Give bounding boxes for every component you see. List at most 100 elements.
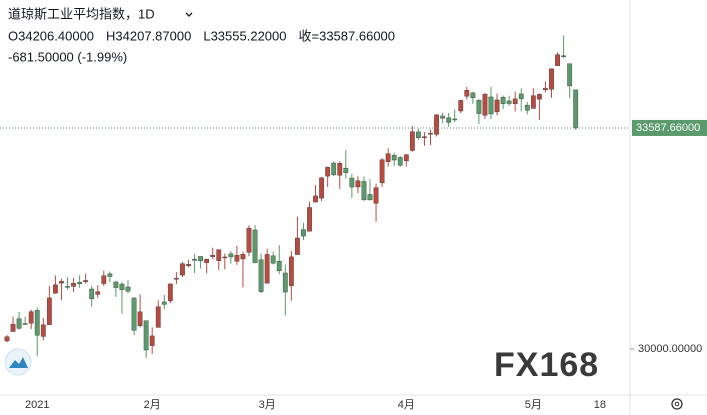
candle-body [119, 283, 125, 291]
candle-body [264, 254, 270, 284]
candle-body [216, 249, 222, 261]
candle-body [65, 286, 70, 288]
candle-body [180, 263, 185, 276]
candle-body [77, 281, 83, 284]
candle-body [276, 261, 282, 271]
candle-body [252, 229, 258, 263]
candle-body [34, 310, 40, 336]
candle-body [567, 63, 573, 87]
candle-body [143, 320, 149, 351]
chart-title: 道琼斯工业平均指数，1D [8, 6, 155, 21]
ohlc-legend: O34206.40000 H34207.87000 L33555.22000 收=33… [8, 28, 395, 43]
x-tick-label: 3月 [259, 399, 276, 411]
candle-body [59, 281, 64, 284]
ohlc-label: O34206.40000 [8, 28, 94, 43]
candle-body [452, 118, 458, 121]
candle-body [295, 237, 300, 255]
candle-body [301, 229, 306, 237]
candle-body [240, 254, 246, 260]
candle-body [373, 187, 379, 204]
ohlc-label: L33555.22000 [203, 28, 286, 43]
x-tick-label: 2月 [144, 399, 161, 411]
candle-body [446, 117, 452, 123]
candle-body [440, 115, 445, 119]
x-tick-label: 5月 [525, 399, 542, 411]
candle-body [282, 272, 288, 293]
candle-body [149, 335, 155, 346]
candle-body [204, 258, 210, 263]
candle-body [416, 131, 421, 138]
change-label: -681.50000 (-1.99%) [8, 49, 127, 64]
candle-body [385, 153, 391, 162]
candle-body [543, 88, 548, 91]
candle-body [530, 95, 536, 109]
candle-body [53, 284, 58, 294]
candle-body [155, 306, 161, 328]
candle-body [512, 98, 518, 104]
candle-body [367, 194, 373, 201]
candle-body [107, 273, 113, 277]
candle-body [397, 157, 403, 166]
candle-body [488, 96, 494, 115]
candle-body [349, 177, 355, 188]
candle-body [46, 297, 52, 325]
candle-body [89, 288, 95, 300]
candle-body [83, 280, 89, 283]
candle-body [101, 275, 107, 284]
candle-body [210, 254, 216, 257]
candle-body [186, 264, 191, 266]
last-price-label: 33587.66000 [636, 122, 700, 134]
candle-body [192, 258, 197, 261]
dropdown-icon[interactable] [185, 12, 193, 17]
candle-body [16, 318, 22, 329]
candle-body [40, 324, 46, 337]
candle-body [173, 278, 179, 280]
candle-body [391, 155, 397, 161]
candle-body [113, 281, 119, 288]
candle-body [403, 154, 409, 162]
candle-body [71, 282, 76, 287]
candle-body [506, 100, 512, 104]
candle-body [28, 311, 34, 324]
candle-body [476, 99, 482, 114]
candle-body [537, 94, 542, 100]
candle-body [428, 132, 433, 135]
candle-body [337, 163, 343, 176]
candle-body [458, 100, 464, 112]
last-price-box [632, 119, 707, 136]
candle-body [222, 256, 228, 259]
candle-body [524, 104, 530, 111]
candle-body [270, 255, 276, 264]
x-tick-label: 2021 [25, 399, 49, 411]
candle-body [409, 131, 415, 151]
candle-body [549, 68, 554, 90]
watermark: FX168 [494, 346, 599, 384]
candle-body [379, 159, 385, 184]
candle-body [343, 167, 349, 173]
candle-body [470, 92, 476, 98]
candle-body [434, 114, 439, 135]
candles [4, 35, 579, 358]
candle-body [161, 301, 167, 305]
candle-body [325, 166, 331, 177]
candle-body [494, 99, 500, 113]
x-tick-label: 4月 [398, 399, 415, 411]
candle-body [361, 181, 367, 200]
candle-body [22, 323, 28, 325]
candle-body [95, 291, 101, 295]
candle-body [198, 256, 203, 262]
candle-body [313, 195, 318, 203]
logo [4, 348, 32, 376]
candle-body [4, 336, 10, 342]
candle-body [258, 259, 264, 292]
candle-body [10, 323, 16, 332]
candle-body [573, 89, 579, 129]
candle-body [355, 180, 361, 188]
candle-body [307, 207, 312, 232]
candle-body [422, 136, 427, 138]
candle-body [331, 162, 337, 176]
settings-icon[interactable] [671, 398, 683, 410]
ohlc-label: H34207.87000 [106, 28, 191, 43]
